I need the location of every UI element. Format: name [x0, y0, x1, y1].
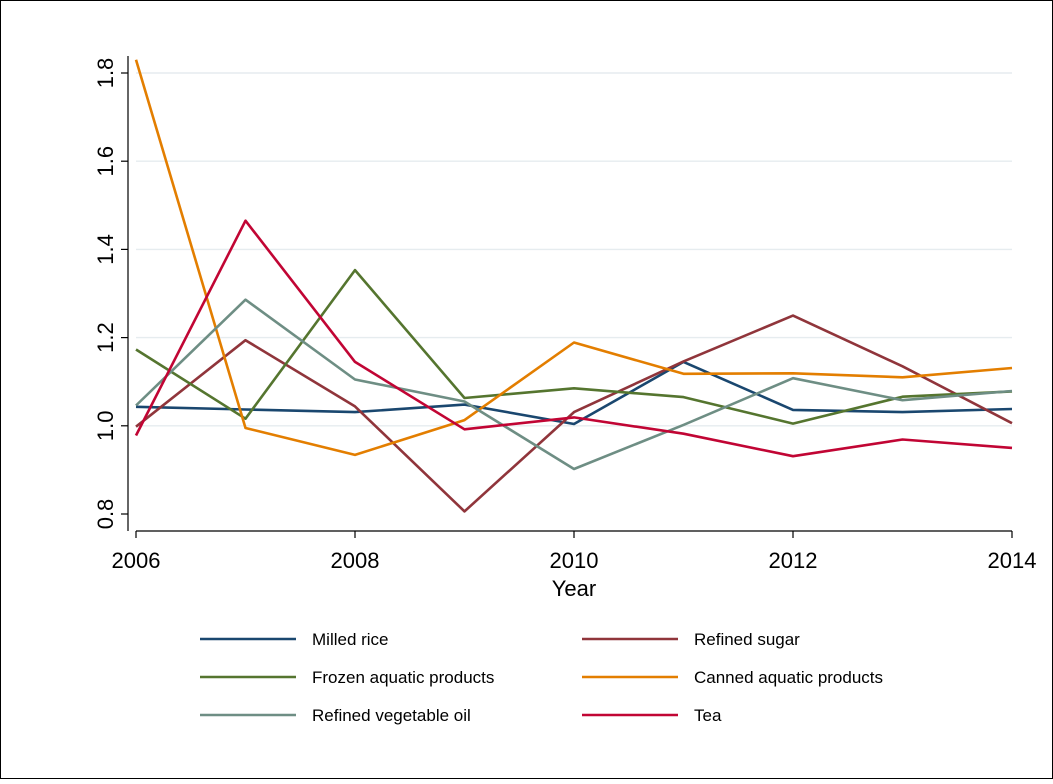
x-tick-label-1: 2008: [331, 548, 380, 573]
legend: Milled rice Refined sugar Frozen aquatic p…: [200, 630, 883, 725]
axes: 0.8 1.0 1.2 1.4 1.6 1.8 2006 2008 2010 2012 2014: [93, 56, 1036, 573]
series-line-frozen-aquatic-products: [135, 268, 1013, 425]
legend-label-refined-sugar: Refined sugar: [694, 630, 800, 649]
x-tick-label-2: 2010: [550, 548, 599, 573]
legend-label-canned-aquatic-products: Canned aquatic products: [694, 668, 883, 687]
series-line-milled-rice: [135, 360, 1013, 426]
series-lines: [134, 59, 1013, 513]
gridlines: [136, 72, 1012, 427]
legend-label-refined-vegetable-oil: Refined vegetable oil: [312, 706, 471, 725]
series-line-refined-vegetable-oil: [135, 298, 1013, 471]
x-axis-title: Year: [552, 576, 596, 601]
series-line-tea: [134, 219, 1013, 458]
y-tick-label-5: 1.8: [93, 58, 118, 89]
y-tick-label-4: 1.6: [93, 146, 118, 177]
legend-label-milled-rice: Milled rice: [312, 630, 389, 649]
legend-label-tea: Tea: [694, 706, 722, 725]
x-tick-label-4: 2014: [988, 548, 1037, 573]
x-tick-label-3: 2012: [769, 548, 818, 573]
y-tick-label-0: 0.8: [93, 499, 118, 530]
x-tick-label-0: 2006: [112, 548, 161, 573]
y-tick-label-1: 1.0: [93, 411, 118, 442]
y-tick-label-2: 1.2: [93, 322, 118, 353]
series-line-canned-aquatic-products: [134, 59, 1013, 457]
y-tick-label-3: 1.4: [93, 234, 118, 265]
series-line-refined-sugar: [135, 314, 1013, 513]
legend-label-frozen-aquatic-products: Frozen aquatic products: [312, 668, 494, 687]
